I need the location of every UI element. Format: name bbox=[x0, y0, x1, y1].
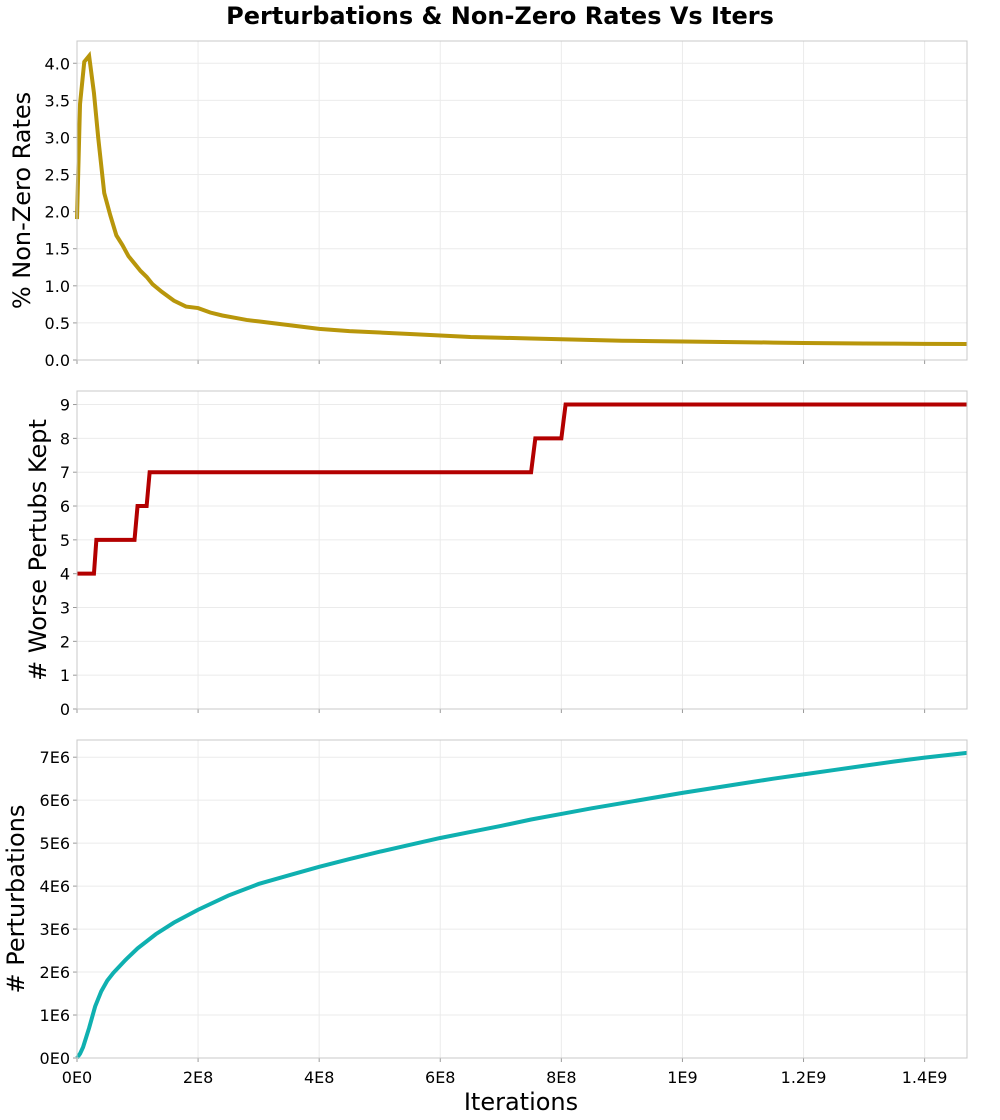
y-axis-label-3: # Perturbations bbox=[2, 805, 30, 994]
panel-3: 0E0 1E6 2E6 3E6 4E6 5E6 6E6 7E6 # Perturbations 0… bbox=[2, 739, 968, 1087]
y-tick-label: 7E6 bbox=[40, 748, 70, 767]
y-tick-label: 2.5 bbox=[45, 166, 70, 185]
x-tick-label: 6E8 bbox=[425, 1068, 455, 1087]
y-tick-label: 3 bbox=[60, 599, 70, 618]
panel-2: 0 1 2 3 4 5 6 7 8 9 # Worse Pertubs Kept bbox=[24, 390, 968, 719]
x-tick-label: 4E8 bbox=[304, 1068, 334, 1087]
series-line-2 bbox=[77, 402, 967, 576]
plot-area-3 bbox=[77, 740, 967, 1058]
y-axis-label-2: # Worse Pertubs Kept bbox=[24, 419, 52, 681]
y-tick-label: 4E6 bbox=[40, 877, 70, 896]
x-tick-label: 1.2E9 bbox=[781, 1068, 827, 1087]
x-tick-label: 2E8 bbox=[183, 1068, 213, 1087]
y-tick-label: 7 bbox=[60, 463, 70, 482]
plot-area-1 bbox=[77, 41, 967, 360]
y-tick-label: 0.0 bbox=[45, 351, 70, 370]
x-tick-label: 0E0 bbox=[62, 1068, 92, 1087]
y-tick-label: 3.0 bbox=[45, 128, 70, 147]
plot-area-2 bbox=[77, 391, 967, 709]
y-tick-label: 2.0 bbox=[45, 203, 70, 222]
plot-frame-3 bbox=[76, 739, 968, 1059]
series-line-3 bbox=[75, 750, 968, 1060]
y-tick-label: 6E6 bbox=[40, 791, 70, 810]
y-tick-label: 4.0 bbox=[45, 54, 70, 73]
series-line-1 bbox=[75, 50, 968, 347]
panel-1: 0.0 0.5 1.0 1.5 2.0 2.5 3.0 3.5 4.0 % Non-Zero Ra… bbox=[8, 40, 968, 370]
x-tick-label: 1.4E9 bbox=[902, 1068, 948, 1087]
y-tick-label: 5E6 bbox=[40, 834, 70, 853]
y-tick-label: 5 bbox=[60, 531, 70, 550]
y-tick-label: 3E6 bbox=[40, 920, 70, 939]
y-tick-label: 8 bbox=[60, 429, 70, 448]
y-tick-label: 2E6 bbox=[40, 963, 70, 982]
panels-layer: 0.0 0.5 1.0 1.5 2.0 2.5 3.0 3.5 4.0 % Non-Zero Ra… bbox=[2, 40, 968, 1087]
x-tick-label: 1E9 bbox=[667, 1068, 697, 1087]
plot-frame-1 bbox=[76, 40, 968, 361]
y-tick-label: 1.5 bbox=[45, 240, 70, 259]
x-tick-label: 8E8 bbox=[546, 1068, 576, 1087]
y-tick-label: 0 bbox=[60, 700, 70, 719]
y-tick-label: 4 bbox=[60, 565, 70, 584]
plot-frame-2 bbox=[76, 390, 968, 710]
y-tick-label: 3.5 bbox=[45, 91, 70, 110]
y-axis-label-1: % Non-Zero Rates bbox=[8, 92, 36, 309]
x-axis-label: Iterations bbox=[464, 1088, 578, 1116]
y-tick-label: 1 bbox=[60, 666, 70, 685]
y-tick-label: 9 bbox=[60, 396, 70, 415]
y-tick-label: 2 bbox=[60, 632, 70, 651]
y-tick-label: 0.5 bbox=[45, 314, 70, 333]
chart-title: Perturbations & Non-Zero Rates Vs Iters bbox=[226, 2, 774, 30]
y-tick-label: 6 bbox=[60, 497, 70, 516]
y-tick-label: 0E0 bbox=[40, 1049, 70, 1068]
y-tick-label: 1.0 bbox=[45, 277, 70, 296]
y-tick-label: 1E6 bbox=[40, 1006, 70, 1025]
